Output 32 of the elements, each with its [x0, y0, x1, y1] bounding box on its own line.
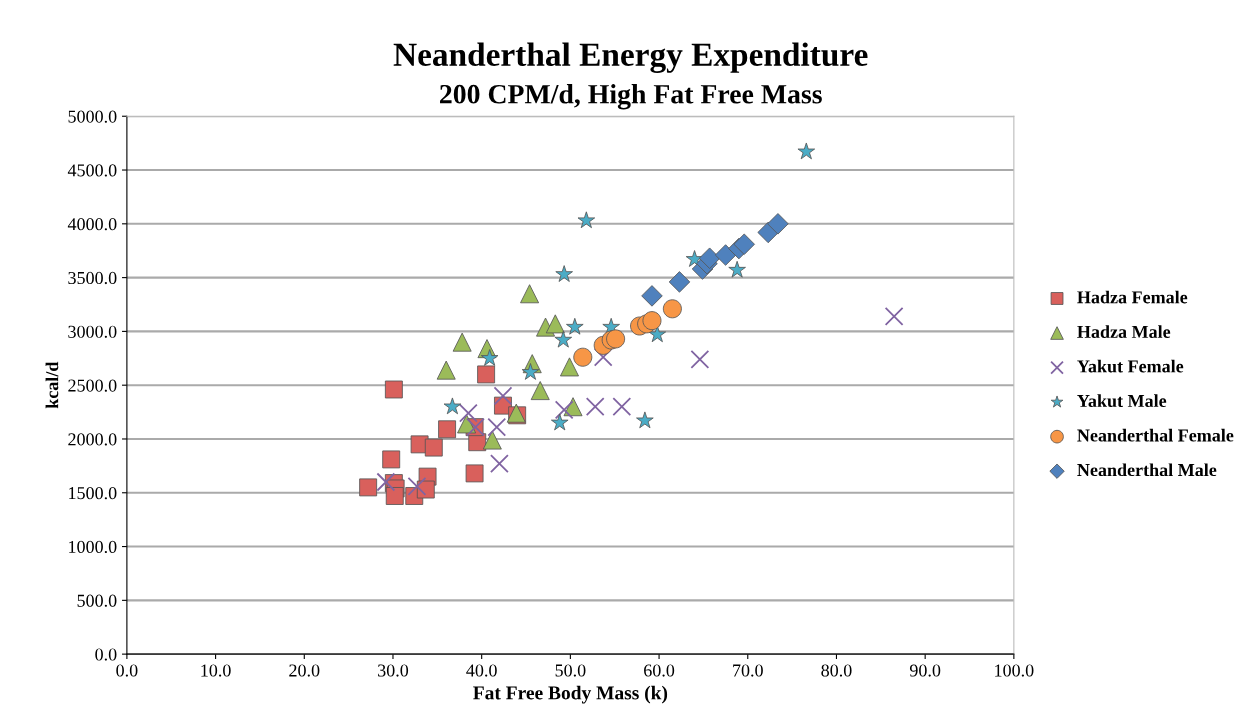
y-tick-label: 1000.0: [69, 540, 117, 554]
x-tick-label: 100.0: [995, 664, 1034, 677]
y-tick-label: 2500.0: [68, 379, 117, 392]
y-axis-title: kcal/d: [45, 361, 59, 409]
y-tick-label: 2000.0: [68, 433, 117, 446]
x-tick-label: 60.0: [644, 664, 675, 677]
y-tick-label: 500.0: [77, 594, 117, 607]
legend-label: Yakut Female: [1077, 359, 1184, 373]
chart-title: Neanderthal Energy Expenditure: [393, 42, 868, 73]
y-tick-label: 3000.0: [68, 325, 117, 338]
legend-label: Neanderthal Male: [1077, 463, 1217, 477]
legend-label: Yakut Male: [1077, 394, 1167, 408]
legend-label: Neanderthal Female: [1077, 428, 1234, 442]
x-tick-label: 20.0: [289, 664, 320, 677]
x-tick-label: 10.0: [201, 664, 231, 677]
y-tick-label: 4000.0: [67, 218, 117, 231]
x-tick-label: 90.0: [909, 664, 941, 677]
x-tick-label: 50.0: [555, 664, 586, 677]
x-axis-title: Fat Free Body Mass (k): [473, 685, 668, 704]
y-tick-label: 1500.0: [69, 487, 117, 500]
x-tick-label: 70.0: [733, 664, 763, 677]
x-tick-label: 0.0: [116, 664, 138, 677]
y-tick-label: 0.0: [95, 648, 117, 661]
x-tick-label: 40.0: [466, 664, 497, 677]
chart-subtitle: 200 CPM/d, High Fat Free Mass: [440, 84, 822, 110]
y-tick-label: 4500.0: [67, 164, 117, 177]
y-tick-label: 5000.0: [68, 110, 117, 123]
y-tick-label: 3500.0: [68, 271, 117, 285]
legend-label: Hadza Male: [1077, 325, 1171, 338]
x-tick-label: 80.0: [821, 664, 852, 677]
x-tick-label: 30.0: [378, 664, 409, 677]
legend-label: Hadza Female: [1077, 290, 1188, 304]
